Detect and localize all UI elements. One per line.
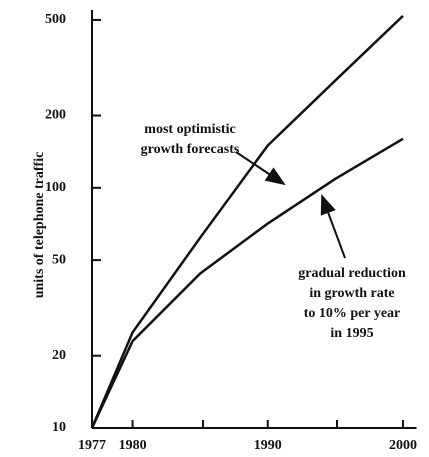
y-tick-label: 10 [52, 420, 66, 435]
x-tick-label: 2000 [389, 438, 417, 453]
y-tick-label: 20 [52, 348, 66, 363]
y-tick-label: 500 [45, 12, 66, 27]
series-line [90, 137, 404, 429]
y-tick-label: 100 [45, 180, 66, 195]
annotation: most optimistic [144, 122, 235, 137]
y-axis-label: units of telephone traffic [32, 152, 47, 299]
annotation: growth forecasts [141, 142, 240, 157]
annotation: to 10% per year [304, 306, 401, 321]
arrow [235, 151, 286, 186]
annotation: in growth rate [309, 286, 394, 301]
y-tick-label: 50 [52, 252, 66, 267]
arrow [320, 194, 346, 259]
x-tick-label: 1990 [254, 438, 282, 453]
x-tick-label: 1977 [78, 438, 106, 453]
x-tick-label: 1980 [119, 438, 147, 453]
y-tick-label: 200 [45, 108, 66, 123]
annotation: in 1995 [330, 326, 373, 341]
series-line [90, 14, 404, 429]
annotation: gradual reduction [298, 266, 406, 281]
